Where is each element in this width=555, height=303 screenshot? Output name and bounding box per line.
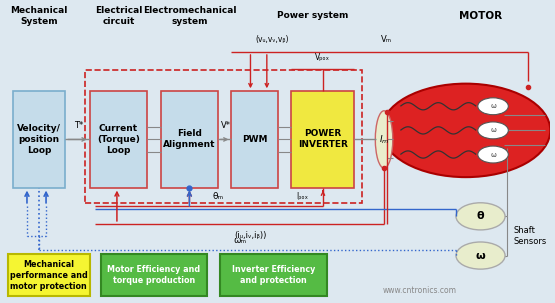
Text: ω: ω	[490, 127, 496, 133]
Text: Vₘ: Vₘ	[381, 35, 392, 45]
Text: ω: ω	[476, 251, 486, 261]
Text: Electromechanical
system: Electromechanical system	[143, 6, 236, 26]
Bar	[85, 70, 362, 203]
Text: Power system: Power system	[278, 11, 349, 20]
Text: Iₚₒₓ: Iₚₒₓ	[296, 192, 308, 201]
Bar	[160, 91, 218, 188]
Text: Motor Efficiency and
torque production: Motor Efficiency and torque production	[107, 265, 200, 285]
Text: θ: θ	[477, 211, 485, 221]
Text: Mechanical
performance and
motor protection: Mechanical performance and motor protect…	[10, 260, 88, 291]
Text: Mechanical
System: Mechanical System	[11, 6, 68, 26]
Text: PWM: PWM	[242, 135, 268, 144]
Text: (iᵤ,iᵥ,iᵦ)): (iᵤ,iᵥ,iᵦ))	[234, 231, 266, 241]
Text: Current
(Torque)
Loop: Current (Torque) Loop	[97, 124, 140, 155]
Circle shape	[456, 242, 505, 269]
Bar	[13, 91, 65, 188]
Circle shape	[381, 84, 551, 177]
Text: Shaft
Sensors: Shaft Sensors	[513, 226, 547, 246]
Text: $I_m$: $I_m$	[379, 133, 389, 146]
Bar	[231, 91, 278, 188]
Text: Inverter Efficiency
and protection: Inverter Efficiency and protection	[232, 265, 315, 285]
Text: MOTOR: MOTOR	[459, 11, 502, 21]
Text: V*: V*	[221, 122, 231, 130]
Text: www.cntronics.com: www.cntronics.com	[382, 286, 456, 295]
Circle shape	[456, 203, 505, 230]
Text: Vₚₒₓ: Vₚₒₓ	[315, 53, 330, 62]
Circle shape	[478, 146, 508, 163]
Circle shape	[478, 122, 508, 139]
Bar	[8, 254, 90, 296]
Text: θₘ: θₘ	[212, 192, 223, 201]
Bar	[291, 91, 354, 188]
Text: ωₘ: ωₘ	[233, 236, 246, 245]
Text: ω: ω	[490, 152, 496, 158]
Text: Electrical
circuit: Electrical circuit	[95, 6, 142, 26]
Bar	[90, 91, 147, 188]
Text: POWER
INVERTER: POWER INVERTER	[298, 129, 347, 149]
Text: (vᵤ,vᵥ,vᵦ): (vᵤ,vᵥ,vᵦ)	[255, 35, 289, 45]
Bar	[220, 254, 327, 296]
Text: T*: T*	[74, 122, 83, 130]
Circle shape	[478, 98, 508, 115]
Text: Velocity/
position
Loop: Velocity/ position Loop	[17, 124, 61, 155]
Text: ω: ω	[490, 103, 496, 109]
Ellipse shape	[375, 111, 393, 168]
Bar	[100, 254, 207, 296]
Text: Field
Alignment: Field Alignment	[163, 129, 215, 149]
